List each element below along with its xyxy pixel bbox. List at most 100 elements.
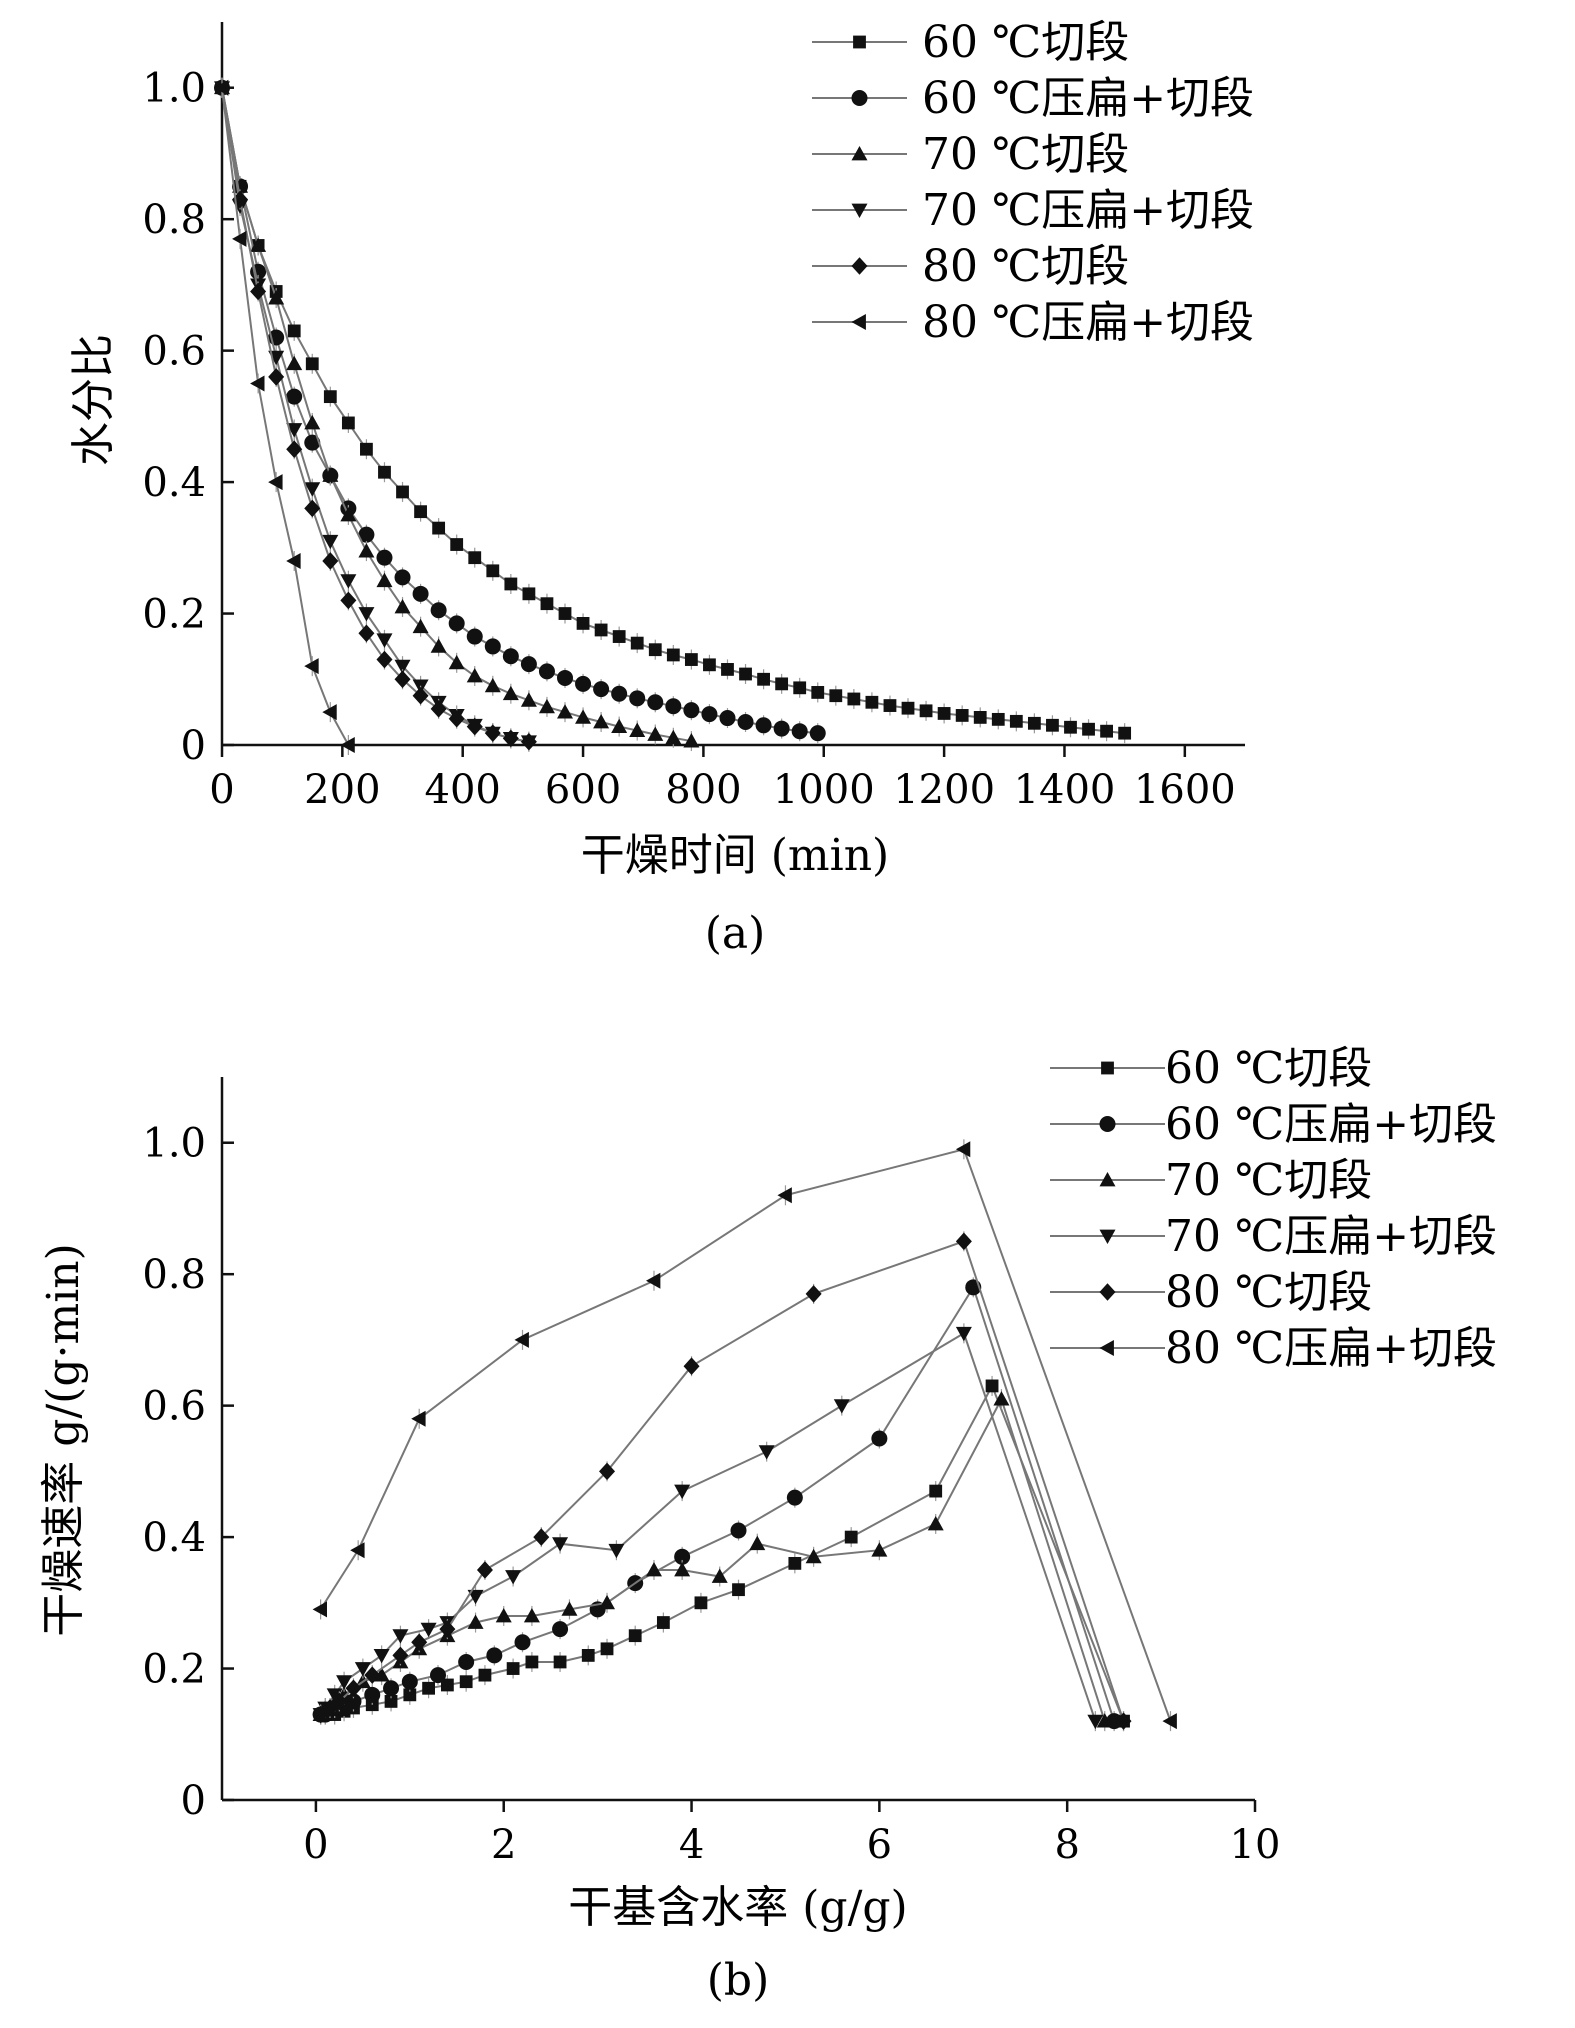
y-tick-label: 0.4	[142, 460, 206, 506]
legend-item: 60 ℃切段	[1050, 1043, 1372, 1094]
series-4	[214, 77, 537, 752]
data-point	[612, 630, 626, 643]
data-point	[611, 718, 628, 733]
x-tick-label: 1000	[773, 767, 875, 813]
data-point	[429, 1667, 446, 1684]
x-tick-label: 600	[545, 767, 621, 813]
data-point	[358, 543, 375, 558]
data-point	[1009, 714, 1023, 728]
data-point	[629, 690, 646, 707]
legend-item: 60 ℃压扁+切段	[812, 73, 1254, 124]
data-point	[268, 368, 285, 386]
data-point	[533, 1528, 550, 1546]
data-point	[412, 585, 429, 602]
series-line	[221, 87, 530, 743]
data-point	[376, 633, 393, 648]
data-point	[358, 526, 375, 543]
data-point	[448, 709, 465, 728]
data-point	[666, 648, 680, 662]
data-point	[378, 465, 391, 479]
data-point	[777, 1187, 792, 1204]
x-tick-label: 4	[679, 1822, 704, 1868]
data-point	[495, 1607, 512, 1623]
data-point	[392, 1646, 409, 1665]
data-point	[955, 1232, 972, 1251]
data-point	[504, 577, 518, 591]
data-point	[232, 178, 249, 193]
data-point	[809, 725, 826, 742]
series-line	[221, 87, 350, 746]
data-point	[450, 538, 464, 551]
data-point	[232, 190, 249, 209]
data-point	[684, 653, 698, 666]
data-point	[993, 1391, 1010, 1406]
data-point	[458, 1653, 475, 1670]
data-point	[286, 423, 303, 438]
data-point	[1027, 716, 1041, 730]
data-point	[420, 1622, 437, 1638]
data-point	[611, 685, 628, 702]
data-point	[683, 733, 700, 748]
data-point	[401, 1673, 418, 1690]
data-point	[865, 695, 879, 709]
x-tick-label: 1400	[1014, 767, 1116, 813]
data-point	[1118, 726, 1132, 740]
legend-marker	[1099, 1283, 1116, 1301]
data-point	[466, 667, 483, 683]
series-2	[214, 77, 700, 752]
data-point	[757, 672, 770, 686]
data-point	[376, 549, 393, 566]
data-point	[287, 324, 301, 338]
legend-item: 80 ℃压扁+切段	[812, 297, 1254, 348]
data-point	[214, 79, 229, 96]
y-tick-label: 0	[181, 723, 206, 769]
series-4	[312, 1231, 1132, 1732]
y-tick-label: 0.4	[142, 1515, 206, 1561]
series-1	[312, 1277, 1123, 1732]
data-point	[322, 552, 339, 570]
data-point	[286, 388, 303, 405]
data-point	[484, 638, 501, 655]
data-point	[502, 685, 519, 701]
data-point	[414, 505, 427, 519]
data-point	[484, 677, 501, 693]
data-point	[376, 572, 393, 588]
legend-item: 80 ℃切段	[812, 241, 1129, 292]
series-line	[221, 87, 818, 735]
legend-label: 80 ℃压扁+切段	[922, 297, 1254, 348]
data-point	[927, 1515, 944, 1531]
data-point	[336, 1675, 353, 1690]
data-point	[502, 648, 519, 665]
data-point	[1064, 720, 1077, 734]
legend-marker	[851, 314, 866, 330]
panel-caption: (a)	[705, 908, 766, 959]
x-tick-label: 0	[209, 767, 234, 813]
data-point	[430, 602, 447, 619]
data-point	[323, 390, 337, 404]
data-point	[486, 1647, 503, 1664]
data-point	[919, 704, 933, 718]
series-line	[221, 87, 692, 743]
data-point	[665, 698, 682, 715]
data-point	[358, 624, 375, 643]
series-line	[319, 1148, 1172, 1722]
data-point	[629, 722, 646, 737]
data-point	[396, 485, 409, 499]
data-point	[268, 290, 285, 305]
data-point	[322, 704, 337, 721]
legend-label: 60 ℃压扁+切段	[1165, 1099, 1497, 1150]
data-point	[833, 1399, 850, 1414]
data-point	[1046, 718, 1059, 732]
data-point	[557, 704, 574, 719]
data-point	[520, 732, 537, 751]
data-point	[467, 1589, 484, 1605]
data-point	[505, 1570, 522, 1585]
data-point	[411, 1633, 428, 1652]
series-3	[312, 1323, 1104, 1732]
data-point	[520, 656, 537, 673]
data-point	[440, 1678, 454, 1692]
data-point	[929, 1484, 943, 1498]
